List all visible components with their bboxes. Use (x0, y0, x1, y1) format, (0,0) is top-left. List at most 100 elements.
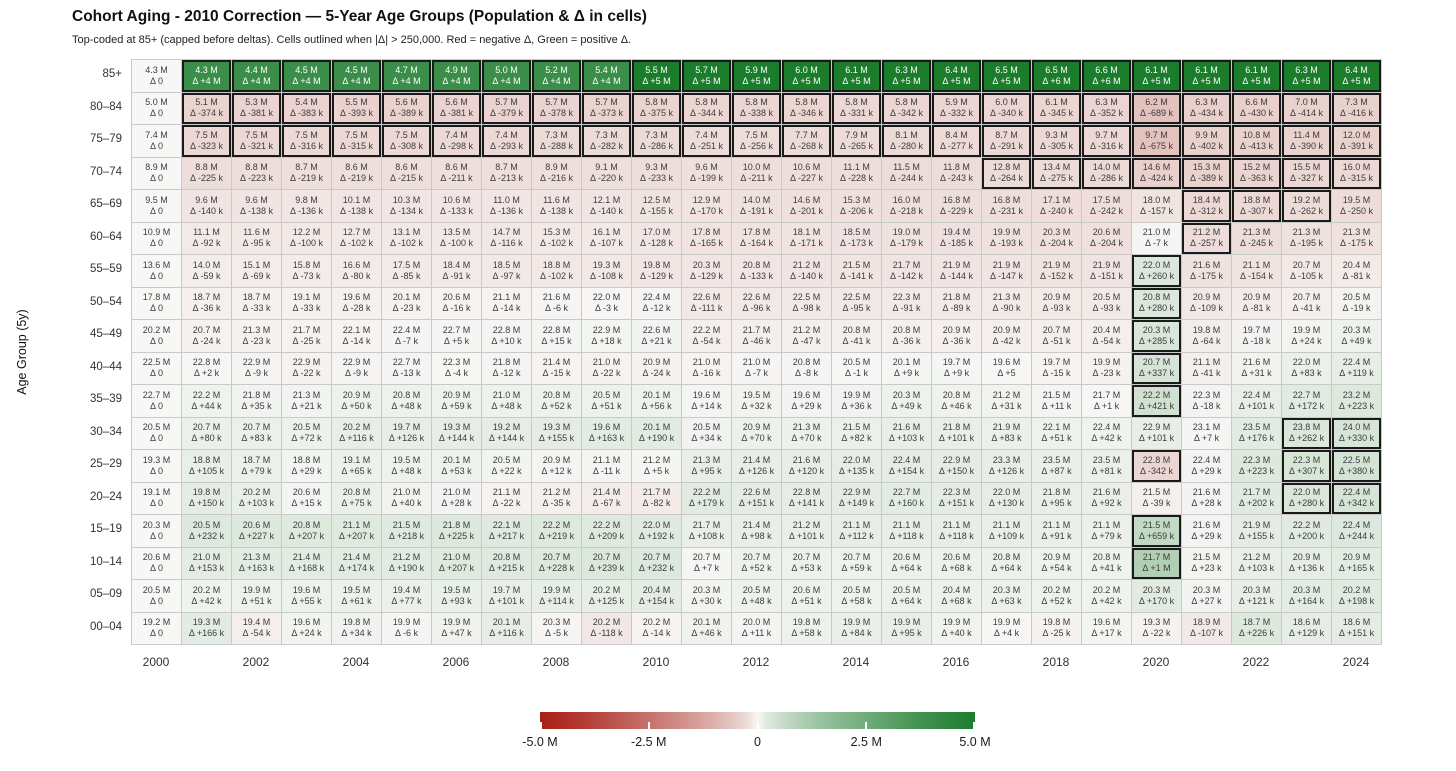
cell-population: 19.3 M (192, 617, 221, 628)
cell-population: 19.5 M (442, 584, 471, 595)
cell-delta: Δ +55 k (291, 595, 322, 606)
cell-population: 19.9 M (542, 584, 571, 595)
cell-population: 20.7 M (242, 422, 271, 433)
cell-delta: Δ -138 k (239, 205, 274, 216)
cell-delta: Δ -28 k (342, 303, 371, 314)
cell-population: 19.7 M (1042, 357, 1071, 368)
cell-delta: Δ -312 k (1189, 205, 1224, 216)
cell-population: 20.7 M (1292, 259, 1321, 270)
cell-delta: Δ -389 k (1189, 173, 1224, 184)
cell-delta: Δ +51 k (1041, 433, 1072, 444)
cell-population: 22.8 M (792, 487, 821, 498)
cell-delta: Δ +10 k (491, 335, 522, 346)
y-axis-tick: 25–29 (90, 458, 122, 471)
cell-delta: Δ +81 k (1091, 465, 1122, 476)
cell-population: 21.7 M (1092, 389, 1121, 400)
cell-population: 19.9 M (392, 617, 421, 628)
cell-population: 20.9 M (442, 389, 471, 400)
cell-population: 21.2 M (792, 259, 821, 270)
cell-population: 22.3 M (942, 487, 971, 498)
cell-delta: Δ -129 k (689, 270, 724, 281)
cell-population: 21.2 M (1192, 227, 1221, 238)
cell-delta: Δ -275 k (1039, 173, 1074, 184)
cell-delta: Δ -39 k (1142, 498, 1171, 509)
cell-delta: Δ +42 k (1091, 595, 1122, 606)
cell-population: 20.4 M (1342, 259, 1371, 270)
cell-delta: Δ -9 k (344, 368, 369, 379)
cell-delta: Δ +120 k (788, 465, 825, 476)
y-axis-title: Age Group (5y) (15, 309, 29, 395)
cell-population: 18.7 M (192, 292, 221, 303)
cell-population: 6.4 M (945, 64, 968, 75)
cell-delta: Δ +50 k (341, 400, 372, 411)
cell-delta: Δ -262 k (1289, 205, 1324, 216)
cell-population: 11.5 M (893, 162, 920, 173)
cell-population: 20.2 M (1092, 584, 1121, 595)
cell-delta: Δ +95 k (1041, 498, 1072, 509)
cell-population: 5.2 M (545, 64, 568, 75)
cell-population: 10.8 M (1242, 129, 1271, 140)
cell-population: 21.1 M (1242, 259, 1271, 270)
cell-population: 19.9 M (242, 584, 271, 595)
x-axis-tick: 2006 (442, 655, 470, 669)
cell-population: 21.7 M (1142, 552, 1171, 563)
cell-population: 18.8 M (1242, 194, 1271, 205)
cell-delta: Δ -111 k (690, 303, 723, 314)
cell-population: 20.5 M (842, 584, 871, 595)
cell-delta: Δ +92 k (1091, 498, 1122, 509)
cell-delta: Δ +118 k (939, 530, 974, 541)
cell-delta: Δ -147 k (989, 270, 1024, 281)
cell-delta: Δ -9 k (244, 368, 269, 379)
cell-population: 8.7 M (995, 129, 1018, 140)
cell-population: 18.4 M (442, 259, 471, 270)
cell-population: 20.1 M (642, 422, 671, 433)
y-axis-tick: 35–39 (90, 393, 122, 406)
cell-population: 20.8 M (892, 324, 921, 335)
cell-population: 21.6 M (1192, 519, 1221, 530)
cell-delta: Δ +105 k (188, 465, 225, 476)
cell-population: 4.4 M (245, 64, 268, 75)
cell-population: 19.6 M (292, 584, 321, 595)
x-axis-tick: 2000 (142, 655, 170, 669)
cell-delta: Δ +179 k (688, 498, 725, 509)
cell-population: 22.6 M (742, 487, 771, 498)
cell-delta: Δ +116 k (489, 628, 524, 639)
cell-delta: Δ -282 k (589, 140, 624, 151)
cell-delta: Δ -80 k (342, 270, 371, 281)
cell-population: 19.8 M (1042, 617, 1071, 628)
cell-delta: Δ +98 k (741, 530, 772, 541)
cell-population: 19.9 M (992, 617, 1021, 628)
cell-delta: Δ +42 k (1091, 433, 1122, 444)
cell-delta: Δ +21 k (641, 335, 672, 346)
x-axis-tick: 2024 (1342, 655, 1370, 669)
cell-delta: Δ +5 M (1192, 75, 1221, 86)
cell-population: 20.9 M (1292, 552, 1321, 563)
cell-delta: Δ -25 k (1042, 628, 1071, 639)
cell-population: 7.9 M (845, 129, 868, 140)
